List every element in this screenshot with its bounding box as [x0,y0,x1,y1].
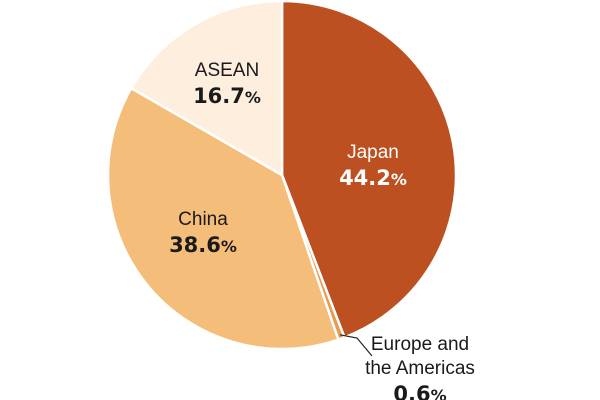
pie-slice-japan [280,0,458,339]
leader-lines [339,334,373,357]
pie-slices [106,0,458,351]
pie-slice-asean [129,0,284,177]
slice-labels: Japan 44.2% Europe and the Americas 0.6% Chin… [169,60,475,400]
slice-label-japan: Japan 44.2% [339,142,407,190]
slice-label-china: China 38.6% [169,209,237,257]
pie-slice-china [106,86,340,351]
leader-line-europe-and-the-americas [339,334,373,357]
slice-label-asean: ASEAN 16.7% [193,60,261,108]
slice-label-europe-and-the-americas: Europe and the Americas 0.6% [365,334,475,400]
